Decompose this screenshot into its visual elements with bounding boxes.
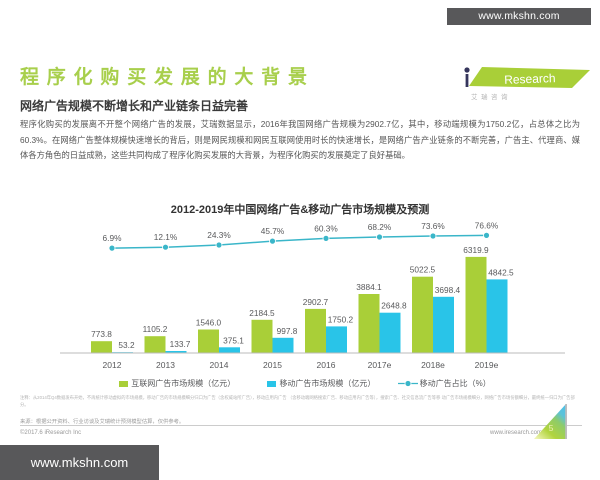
- svg-text:2184.5: 2184.5: [249, 308, 275, 318]
- svg-text:2902.7: 2902.7: [303, 297, 329, 307]
- svg-text:45.7%: 45.7%: [261, 226, 285, 236]
- svg-text:53.2: 53.2: [118, 340, 135, 350]
- svg-text:1546.0: 1546.0: [196, 318, 222, 328]
- svg-text:133.7: 133.7: [170, 339, 191, 349]
- svg-text:68.2%: 68.2%: [368, 222, 392, 232]
- svg-text:2014: 2014: [210, 360, 229, 370]
- svg-text:Research: Research: [504, 71, 556, 87]
- svg-text:4842.5: 4842.5: [488, 267, 514, 277]
- svg-text:997.8: 997.8: [277, 326, 298, 336]
- svg-text:60.3%: 60.3%: [314, 223, 338, 233]
- svg-text:24.3%: 24.3%: [207, 230, 231, 240]
- svg-text:73.6%: 73.6%: [421, 221, 445, 231]
- svg-text:6.9%: 6.9%: [103, 233, 123, 243]
- svg-text:3884.1: 3884.1: [356, 282, 382, 292]
- svg-text:2016: 2016: [317, 360, 336, 370]
- svg-text:2019e: 2019e: [475, 360, 499, 370]
- svg-text:3698.4: 3698.4: [435, 285, 461, 295]
- svg-text:2648.8: 2648.8: [381, 301, 407, 311]
- svg-text:2018e: 2018e: [421, 360, 445, 370]
- svg-text:1750.2: 1750.2: [328, 314, 354, 324]
- svg-text:76.6%: 76.6%: [475, 220, 499, 230]
- svg-text:375.1: 375.1: [223, 335, 244, 345]
- svg-text:5022.5: 5022.5: [410, 265, 436, 275]
- svg-text:6319.9: 6319.9: [463, 245, 489, 255]
- svg-text:773.8: 773.8: [91, 329, 112, 339]
- svg-text:1105.2: 1105.2: [143, 324, 168, 334]
- svg-text:12.1%: 12.1%: [154, 232, 178, 242]
- svg-text:5: 5: [549, 423, 554, 433]
- svg-text:2015: 2015: [263, 360, 282, 370]
- svg-text:2013: 2013: [156, 360, 175, 370]
- svg-text:2017e: 2017e: [368, 360, 392, 370]
- svg-text:2012: 2012: [103, 360, 122, 370]
